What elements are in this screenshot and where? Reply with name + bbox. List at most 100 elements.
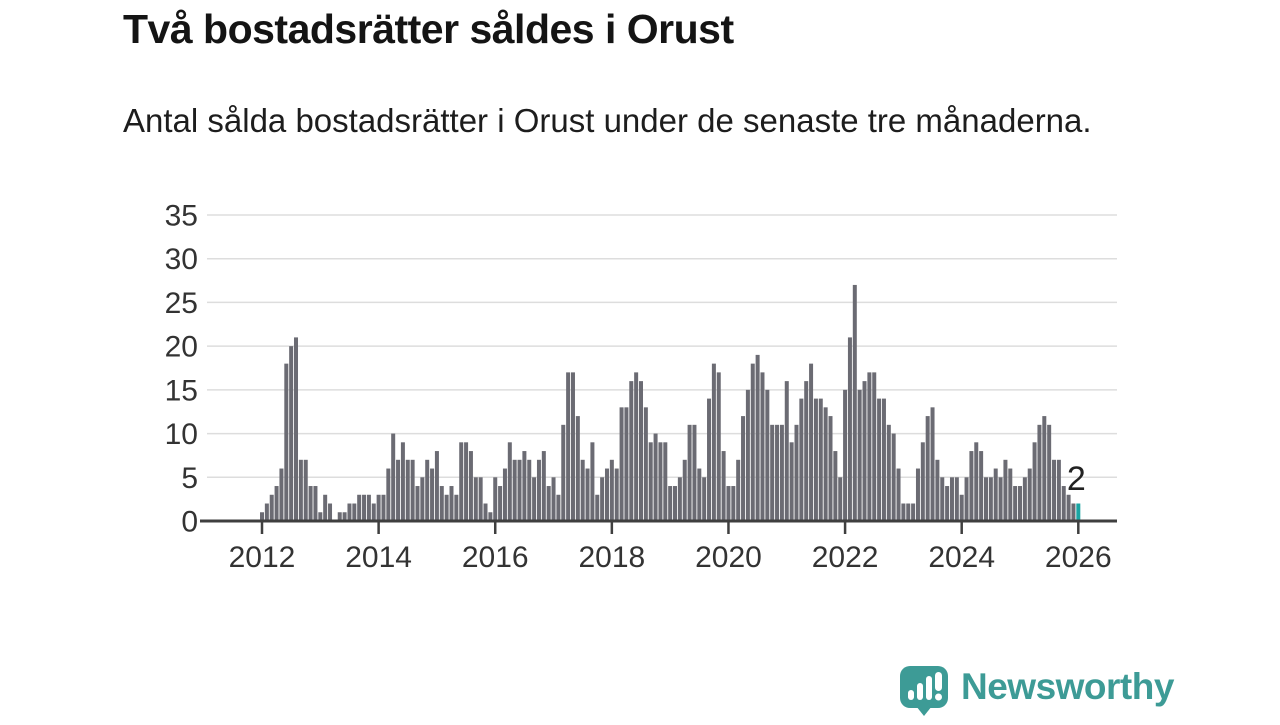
bar <box>264 503 269 521</box>
bar <box>430 468 435 521</box>
bar <box>366 494 371 521</box>
bar <box>371 503 376 521</box>
bar <box>979 451 984 521</box>
bar <box>862 381 867 521</box>
bar <box>415 486 420 521</box>
bar <box>512 459 517 521</box>
bar <box>473 477 478 521</box>
bar <box>663 442 668 521</box>
bar <box>566 372 571 521</box>
bar <box>930 407 935 521</box>
bar <box>877 398 882 521</box>
bar <box>648 442 653 521</box>
bar <box>362 494 367 521</box>
bar <box>619 407 624 521</box>
bar <box>449 486 454 521</box>
bar <box>687 424 692 521</box>
bar <box>323 494 328 521</box>
x-axis-tick-label: 2016 <box>462 541 529 574</box>
bar <box>867 372 872 521</box>
bar <box>721 451 726 521</box>
bar <box>527 459 532 521</box>
bar <box>697 468 702 521</box>
bar <box>1032 442 1037 521</box>
bar <box>682 459 687 521</box>
bar <box>784 381 789 521</box>
x-axis-tick-label: 2014 <box>345 541 412 574</box>
bar <box>843 389 848 521</box>
y-axis-tick-label: 20 <box>165 331 198 364</box>
bar <box>396 459 401 521</box>
bar <box>692 424 697 521</box>
bar <box>983 477 988 521</box>
x-axis-line <box>200 519 1117 523</box>
bar <box>328 503 333 521</box>
bar <box>779 424 784 521</box>
bar <box>833 451 838 521</box>
x-axis-tick <box>843 521 847 534</box>
bar <box>391 433 396 521</box>
x-axis-tick-label: 2026 <box>1045 541 1112 574</box>
bar <box>731 486 736 521</box>
x-axis-tick <box>727 521 730 534</box>
bar <box>945 486 950 521</box>
bar <box>580 459 585 521</box>
bar <box>318 512 323 521</box>
bar <box>575 416 580 521</box>
bar <box>775 424 780 521</box>
bar <box>420 477 425 521</box>
bar <box>760 372 765 521</box>
bar <box>750 363 755 521</box>
bar <box>483 503 488 521</box>
bar <box>624 407 629 521</box>
highlight-bar <box>1076 503 1081 521</box>
bar <box>400 442 405 521</box>
bar <box>294 337 299 521</box>
page-title: Två bostadsrätter såldes i Orust <box>123 6 734 52</box>
bar <box>1013 486 1018 521</box>
bar <box>993 468 998 521</box>
bar <box>940 477 945 521</box>
bar <box>789 442 794 521</box>
bar <box>935 459 940 521</box>
bar <box>313 486 318 521</box>
bar <box>444 494 449 521</box>
bar <box>828 416 833 521</box>
bar <box>896 468 901 521</box>
x-axis-tick <box>960 521 963 534</box>
bar <box>551 477 556 521</box>
y-axis-tick-label: 0 <box>181 506 198 539</box>
bar <box>386 468 391 521</box>
bar <box>493 477 498 521</box>
page-subtitle: Antal sålda bostadsrätter i Orust under … <box>123 102 1092 139</box>
bar <box>405 459 410 521</box>
bar <box>498 486 503 521</box>
x-axis-tick <box>610 521 614 534</box>
bar <box>556 494 561 521</box>
bar <box>502 468 507 521</box>
bar <box>702 477 707 521</box>
bar <box>604 468 609 521</box>
bar <box>920 442 925 521</box>
bar <box>381 494 386 521</box>
bar <box>269 494 274 521</box>
bar <box>468 451 473 521</box>
bar <box>308 486 313 521</box>
bar <box>964 477 969 521</box>
bar <box>794 424 799 521</box>
x-axis-tick <box>377 521 380 534</box>
bar <box>770 424 775 521</box>
bar <box>741 416 746 521</box>
bar <box>609 459 614 521</box>
bar <box>881 398 886 521</box>
bar <box>289 346 294 521</box>
bar <box>561 424 566 521</box>
bar <box>901 503 906 521</box>
bar <box>677 477 682 521</box>
bar <box>1066 494 1071 521</box>
bar <box>813 398 818 521</box>
newsworthy-logo-text: Newsworthy <box>961 666 1174 707</box>
bar <box>998 477 1003 521</box>
bar <box>711 363 716 521</box>
